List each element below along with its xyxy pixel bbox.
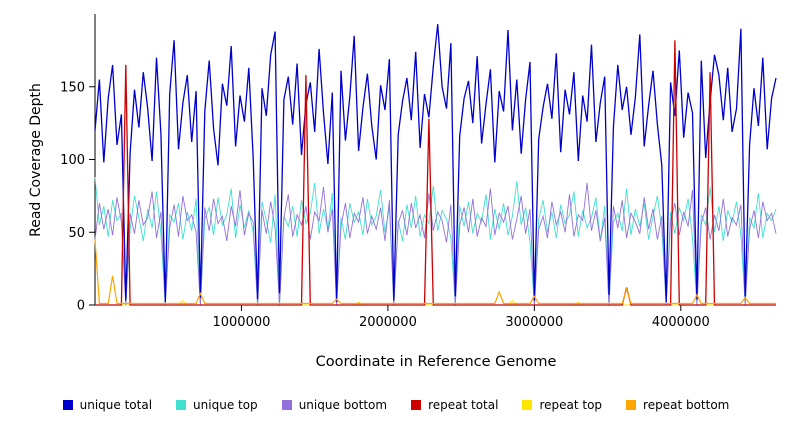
x-axis-title: Coordinate in Reference Genome: [315, 354, 557, 370]
legend-item-label: repeat top: [539, 398, 603, 412]
legend: unique total unique top unique bottom repea…: [0, 398, 792, 412]
legend-swatch: [62, 400, 73, 410]
legend-item-label: unique top: [193, 398, 258, 412]
series-unique-total: [94, 24, 777, 303]
legend-item-label: repeat total: [428, 398, 499, 412]
legend-swatch: [626, 400, 637, 410]
legend-item-label: repeat bottom: [643, 398, 730, 412]
x-tick-label: 1000000: [212, 315, 270, 330]
legend-item: unique total: [62, 398, 153, 412]
legend-item: repeat top: [522, 398, 602, 412]
x-tick-label: 2000000: [359, 315, 417, 330]
legend-item-label: unique total: [79, 398, 153, 412]
y-tick-label: 100: [60, 153, 85, 168]
series-unique-top: [94, 176, 777, 306]
series-repeat-total: [95, 40, 776, 306]
legend-item: unique top: [176, 398, 258, 412]
y-tick-label: 0: [77, 299, 85, 314]
y-axis-title: Read Coverage Depth: [28, 83, 44, 237]
x-tick-label: 3000000: [505, 315, 563, 330]
legend-item-label: unique bottom: [298, 398, 388, 412]
series-unique-bottom: [94, 182, 777, 306]
legend-swatch: [522, 400, 533, 410]
legend-item: unique bottom: [281, 398, 388, 412]
y-tick-label: 150: [60, 80, 85, 95]
legend-item: repeat total: [411, 398, 498, 412]
plot-area: 0 50 100 150 1000000 2000000 3000000 4000000: [60, 14, 777, 330]
legend-swatch: [176, 400, 187, 410]
legend-item: repeat bottom: [626, 398, 729, 412]
legend-swatch: [411, 400, 422, 410]
series-repeat-bottom: [94, 239, 776, 305]
legend-swatch: [281, 400, 292, 410]
x-tick-label: 4000000: [652, 315, 710, 330]
y-tick-label: 50: [68, 226, 85, 241]
